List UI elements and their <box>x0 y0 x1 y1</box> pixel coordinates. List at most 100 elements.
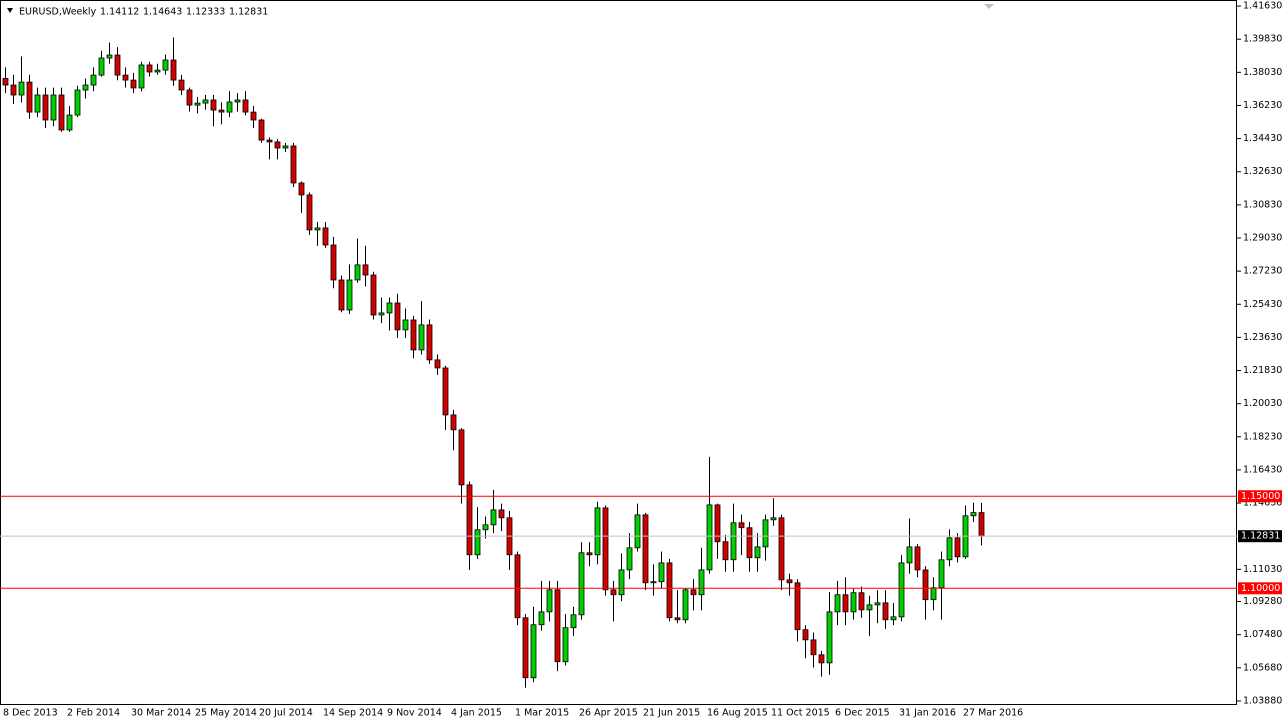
candle-body <box>210 99 217 111</box>
candle-body <box>794 582 801 631</box>
y-tick-label: 1.29030 <box>1243 233 1282 244</box>
candle-body <box>554 589 561 663</box>
y-tick-label: 1.16430 <box>1243 464 1282 475</box>
candle-body <box>826 611 833 664</box>
candle-body <box>586 552 593 556</box>
candle-body <box>642 514 649 584</box>
candle-body <box>2 78 9 86</box>
candle-body <box>770 517 777 521</box>
candle-body <box>658 562 665 583</box>
header-open: 1.14112 <box>100 7 139 18</box>
header-high: 1.14643 <box>143 7 182 18</box>
price-label: 1.12831 <box>1241 531 1280 542</box>
candle-body <box>930 587 937 601</box>
candle-body <box>186 89 193 106</box>
candle-body <box>378 312 385 316</box>
candle-body <box>402 319 409 331</box>
candle-body <box>90 74 97 86</box>
candle-body <box>154 69 161 73</box>
header-low: 1.12333 <box>186 7 225 18</box>
y-tick-label: 1.07480 <box>1243 629 1282 640</box>
candle-body <box>170 59 177 81</box>
candle-body <box>874 602 881 606</box>
candle-body <box>82 84 89 91</box>
candle-body <box>666 562 673 619</box>
candle-body <box>330 244 337 281</box>
y-tick-label: 1.36230 <box>1243 100 1282 111</box>
candle-body <box>434 359 441 369</box>
chart-title: EURUSD,Weekly <box>19 7 97 18</box>
candle-body <box>242 99 249 113</box>
candle-body <box>458 429 465 486</box>
header-close: 1.12831 <box>229 7 268 18</box>
candle-body <box>98 57 105 76</box>
candle-body <box>746 527 753 559</box>
candle-body <box>290 145 297 184</box>
candle-body <box>202 99 209 104</box>
candle-body <box>634 514 641 549</box>
y-tick-label: 1.27230 <box>1243 266 1282 277</box>
candle-body <box>562 627 569 663</box>
candle-body <box>530 624 537 679</box>
y-tick-label: 1.38030 <box>1243 67 1282 78</box>
candle-body <box>314 227 321 231</box>
candle-body <box>858 592 865 611</box>
candle-body <box>498 509 505 519</box>
y-tick-label: 1.21830 <box>1243 365 1282 376</box>
candle-body <box>914 546 921 571</box>
candle-body <box>578 552 585 616</box>
x-tick-label: 14 Sep 2014 <box>323 708 383 719</box>
candle-body <box>18 81 25 96</box>
x-tick-label: 4 Jan 2015 <box>451 708 502 719</box>
candle-body <box>234 99 241 103</box>
candle-body <box>322 227 329 246</box>
candle-body <box>338 279 345 311</box>
candle-body <box>898 562 905 618</box>
x-tick-label: 25 May 2014 <box>195 708 257 719</box>
candle-body <box>922 569 929 601</box>
plot-frame <box>0 0 1237 705</box>
candle-body <box>474 529 481 556</box>
candle-body <box>754 546 761 559</box>
candle-body <box>546 589 553 613</box>
y-tick-label: 1.25430 <box>1243 299 1282 310</box>
candle-body <box>354 264 361 281</box>
candle-body <box>866 604 873 611</box>
candle-body <box>978 512 985 537</box>
candle-body <box>306 194 313 231</box>
candle-body <box>490 509 497 526</box>
candle-body <box>778 517 785 581</box>
candle-body <box>194 102 201 106</box>
x-tick-label: 11 Oct 2015 <box>771 708 830 719</box>
candle-body <box>346 279 353 311</box>
x-tick-label: 31 Jan 2016 <box>899 708 956 719</box>
candle-body <box>514 554 521 619</box>
candle-body <box>10 84 17 96</box>
candle-body <box>850 592 857 613</box>
candle-body <box>946 537 953 561</box>
candle-body <box>602 507 609 591</box>
candle-body <box>674 617 681 621</box>
x-tick-label: 8 Dec 2013 <box>3 708 58 719</box>
candle-body <box>218 109 225 113</box>
candle-body <box>626 547 633 571</box>
candle-body <box>650 581 657 584</box>
candle-body <box>594 507 601 556</box>
candle-body <box>138 64 145 89</box>
x-tick-label: 27 Mar 2016 <box>963 708 1023 719</box>
candle-body <box>810 639 817 656</box>
y-tick-label: 1.11030 <box>1243 564 1282 575</box>
candle-body <box>450 414 457 431</box>
y-tick-label: 1.39830 <box>1243 34 1282 45</box>
candle-body <box>610 589 617 596</box>
candle-body <box>802 629 809 641</box>
candle-body <box>418 324 425 351</box>
x-tick-label: 30 Mar 2014 <box>131 708 191 719</box>
y-tick-label: 1.32630 <box>1243 166 1282 177</box>
candle-body <box>298 182 305 196</box>
price-label-box <box>1238 530 1282 543</box>
candle-body <box>466 484 473 556</box>
candle-body <box>690 589 697 596</box>
y-tick-label: 1.20030 <box>1243 398 1282 409</box>
candle-body <box>442 367 449 416</box>
